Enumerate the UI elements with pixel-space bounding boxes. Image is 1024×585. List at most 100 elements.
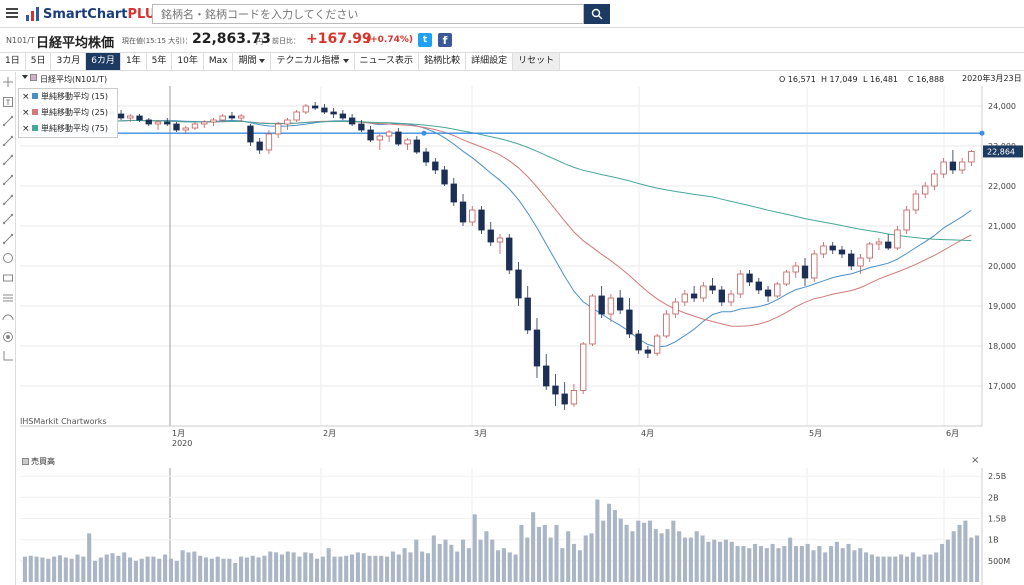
toolbar-button-3[interactable]: 6カ月 [86,53,121,70]
channel-tool-icon[interactable] [2,194,14,206]
volume-bar [163,554,168,582]
volume-bar [262,555,267,582]
volume-close-button[interactable]: × [971,455,980,466]
fib-tool-icon[interactable] [2,213,14,225]
lines-tool-icon[interactable] [2,292,14,304]
toolbar-button-11[interactable]: 銘柄比較 [419,53,467,70]
symbol-dropdown-icon[interactable] [22,75,28,79]
volume-bar [636,520,641,582]
legend-swatch [32,93,38,99]
volume-bar [630,531,635,582]
arrow-tool-icon[interactable] [2,233,14,245]
volume-bar [677,531,682,582]
remove-indicator-icon[interactable]: × [22,124,30,134]
candlestick [367,126,374,142]
twitter-share-icon[interactable]: t [418,33,432,47]
candlestick [311,102,319,110]
candlestick [940,158,947,178]
x-tick-label: 3月 [474,429,487,438]
toolbar-button-10[interactable]: ニュース表示 [355,53,420,70]
facebook-share-icon[interactable]: f [438,33,452,47]
price-chart[interactable]: 17,00018,00019,00020,00021,00022,00023,0… [16,86,1024,454]
symbol-name: 日経平均株価 [36,36,115,51]
line-tool-icon[interactable] [2,115,14,127]
candlestick [958,158,966,174]
search-button[interactable] [584,4,610,24]
volume-bar [618,518,623,582]
toolbar-button-2[interactable]: 3カ月 [51,53,87,70]
candlestick [284,118,291,130]
target-tool-icon[interactable] [2,331,14,343]
volume-bar [478,539,483,582]
volume-bar [788,537,793,582]
rectangle-tool-icon[interactable] [2,272,14,284]
text-tool-icon[interactable] [2,96,14,108]
volume-bar [355,552,360,582]
volume-bar [373,555,378,582]
volume-bar [852,550,857,582]
search-input[interactable] [152,4,584,24]
volume-bar [390,551,395,582]
candlestick [127,114,134,122]
volume-bar [139,558,144,582]
volume-bar [595,499,600,582]
volume-bar [496,550,501,582]
toolbar-button-8[interactable]: 期間 [233,53,272,70]
volume-bar [297,556,302,582]
candlestick [173,122,180,132]
volume-bar [69,558,74,582]
candlestick [145,118,152,126]
volume-bar [81,556,86,582]
volume-bar [52,556,57,582]
legend-item: × 単純移動平均 (15) [19,89,117,105]
candlestick [533,318,541,378]
volume-bar [723,539,728,582]
volume-bar [180,550,185,582]
candlestick [469,206,476,226]
volume-bar [945,539,950,582]
volume-bar [303,552,308,582]
volume-title: 売買高 [22,456,55,467]
toolbar-button-9[interactable]: テクニカル指標 [271,53,355,70]
candlestick [580,342,587,394]
segment-tool-icon[interactable] [2,174,14,186]
candlestick [228,112,236,120]
crosshair-icon[interactable] [2,76,14,88]
volume-bar [858,548,863,582]
volume-bar [840,548,845,582]
toolbar-button-5[interactable]: 5年 [147,53,173,70]
legend-label: 単純移動平均 (25) [41,108,108,117]
legend-item: × 単純移動平均 (75) [19,121,117,137]
quote-bar: N101/T 日経平均株価 現在値(15:15 大引)： 22,863.73 円… [0,29,1024,51]
volume-bar [566,531,571,582]
volume-bar [642,522,647,582]
ray-tool-icon[interactable] [2,154,14,166]
last-price-tag-label: 22,864 [987,147,1015,156]
toolbar-button-7[interactable]: Max [204,53,234,70]
toolbar-button-0[interactable]: 1日 [0,53,26,70]
candlestick [885,234,892,250]
toolbar-button-13[interactable]: リセット [513,53,561,70]
arc-tool-icon[interactable] [2,311,14,323]
remove-indicator-icon[interactable]: × [22,92,30,102]
axis-tool-icon[interactable] [2,350,14,362]
logo[interactable]: SmartChartPLUS [26,5,165,23]
candlestick [247,124,254,146]
remove-indicator-icon[interactable]: × [22,108,30,118]
trend-tool-icon[interactable] [2,135,14,147]
menu-icon[interactable] [6,8,18,18]
x-tick-label: 2月 [323,429,336,438]
volume-bar [168,558,174,582]
toolbar-button-6[interactable]: 10年 [172,53,204,70]
circle-tool-icon[interactable] [2,252,14,264]
open-value: O 16,571 [779,75,816,84]
candlestick [709,278,716,294]
volume-bar [227,558,232,582]
toolbar-button-12[interactable]: 詳細設定 [466,53,514,70]
candlestick [931,170,938,190]
toolbar-button-4[interactable]: 1年 [121,53,147,70]
toolbar-button-1[interactable]: 5日 [26,53,52,70]
candlestick [561,382,568,410]
volume-chart[interactable]: 2.5B 2B 1.5B 1B 500M [16,468,1024,585]
volume-bar [414,539,419,582]
